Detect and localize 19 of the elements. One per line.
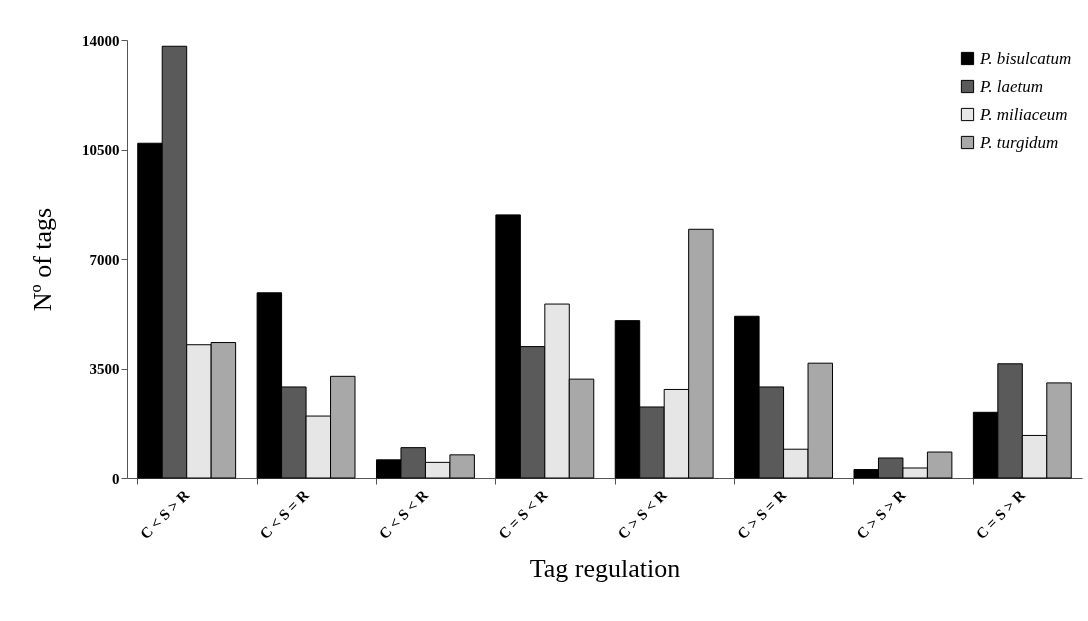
x-tick-label: C > S < R <box>614 486 670 543</box>
y-tick-label: 10500 <box>82 142 120 158</box>
x-tick-label: C > S > R <box>853 486 909 543</box>
y-tick-label: 3500 <box>89 361 120 377</box>
y-tick-label: 0 <box>112 470 120 487</box>
x-tick-label: C > S = R <box>733 486 790 543</box>
y-tick-label: 14000 <box>82 32 120 49</box>
x-axis-title: Tag regulation <box>529 554 681 584</box>
legend-label: P. laetum <box>979 76 1043 96</box>
x-tick-label: C < S > R <box>137 486 193 543</box>
legend-label: P. turgidum <box>979 132 1059 152</box>
x-tick-label: C < S = R <box>256 486 312 543</box>
legend-label: P. miliaceum <box>979 104 1068 124</box>
x-tick-label: C = S < R <box>495 486 551 543</box>
y-tick-label: 7000 <box>89 251 120 268</box>
x-tick-label: C < S < R <box>375 486 432 543</box>
x-tick-label: C = S > R <box>972 486 1029 543</box>
y-axis-title: Nº of tags <box>28 207 57 312</box>
legend-label: P. bisulcatum <box>979 48 1072 68</box>
